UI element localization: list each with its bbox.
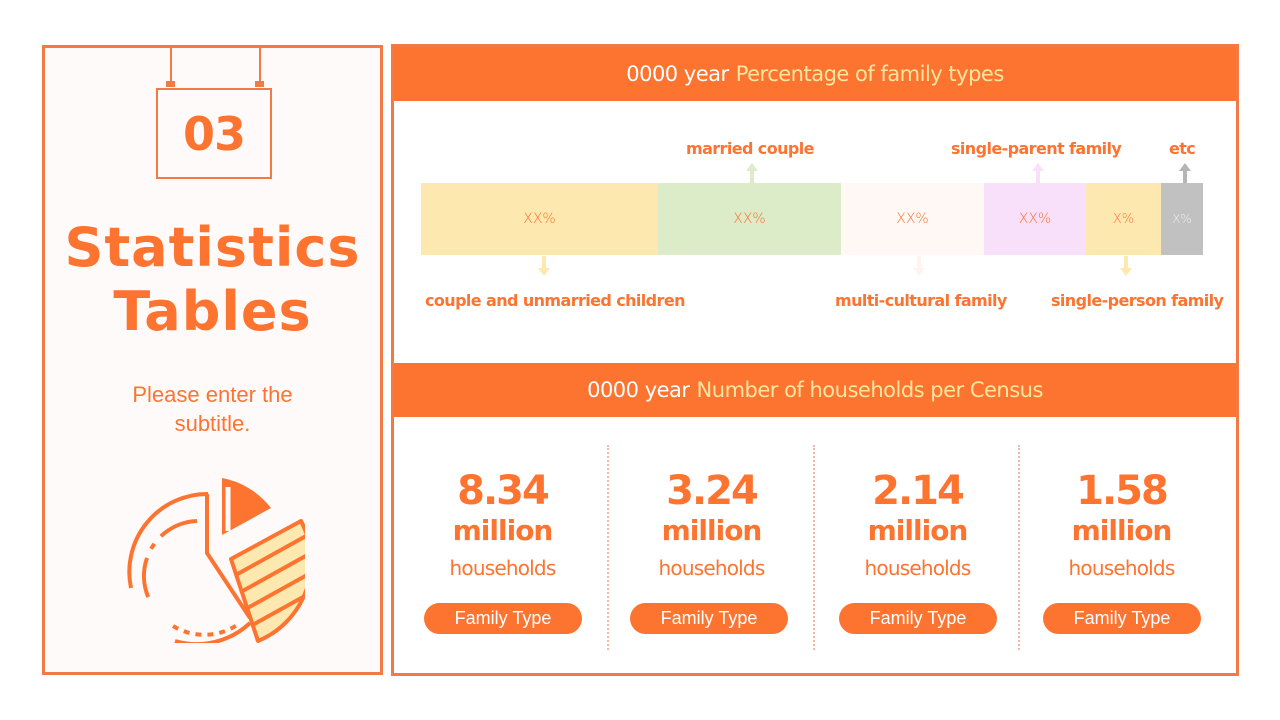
household-stat-2: 3.24 million households Family Type — [609, 467, 814, 667]
bar-segment-married-couple[interactable]: XX% — [658, 183, 841, 255]
stat-description: households — [1068, 556, 1176, 580]
stat-description: households — [864, 556, 972, 580]
arrow-up-icon — [1179, 163, 1191, 183]
stat-number: 1.58 — [1076, 468, 1169, 514]
arrow-down-icon — [538, 256, 550, 276]
family-type-button[interactable]: Family Type — [1043, 603, 1201, 634]
hanger-string-right — [259, 45, 261, 81]
label-multicultural: multi-cultural family — [835, 291, 1007, 310]
hanger-tab-left — [166, 81, 175, 87]
family-type-button[interactable]: Family Type — [424, 603, 582, 634]
stat-unit: million — [1071, 514, 1173, 547]
pie-chart-icon — [127, 478, 305, 643]
bar-segment-etc[interactable]: X% — [1161, 183, 1203, 255]
subtitle-line2: subtitle. — [174, 411, 251, 436]
family-type-stacked-bar: XX% XX% XX% XX% X% X% — [421, 183, 1203, 255]
arrow-up-icon — [1032, 163, 1044, 183]
stat-unit: million — [867, 514, 969, 547]
bar-segment-couple-children[interactable]: XX% — [421, 183, 658, 255]
page-title: Statistics Tables — [45, 216, 380, 344]
bar-segment-multicultural[interactable]: XX% — [841, 183, 984, 255]
family-type-button[interactable]: Family Type — [839, 603, 997, 634]
label-single-person: single-person family — [1051, 291, 1224, 310]
page-title-line1: Statistics — [64, 216, 361, 279]
arrow-down-icon — [1120, 256, 1132, 276]
column-divider — [1018, 445, 1020, 650]
household-stat-1: 8.34 million households Family Type — [400, 467, 605, 667]
subtitle-line1: Please enter the — [132, 382, 293, 407]
households-year: 0000 year — [587, 378, 690, 402]
label-couple-children: couple and unmarried children — [425, 291, 685, 310]
family-types-year: 0000 year — [626, 62, 729, 86]
household-stat-4: 1.58 million households Family Type — [1019, 467, 1224, 667]
stat-unit: million — [452, 514, 554, 547]
label-single-parent: single-parent family — [951, 139, 1122, 158]
bar-segment-single-parent[interactable]: XX% — [984, 183, 1086, 255]
family-types-header: 0000 year Percentage of family types — [394, 47, 1236, 101]
stat-number: 8.34 — [457, 468, 550, 514]
household-stat-3: 2.14 million households Family Type — [815, 467, 1020, 667]
stat-number: 2.14 — [872, 468, 965, 514]
label-etc: etc — [1169, 139, 1196, 158]
title-panel: 03 Statistics Tables Please enter the su… — [42, 45, 383, 675]
family-types-title: Percentage of family types — [735, 62, 1005, 86]
stat-number: 3.24 — [666, 468, 759, 514]
bar-segment-single-person[interactable]: X% — [1086, 183, 1161, 255]
family-type-button[interactable]: Family Type — [630, 603, 788, 634]
page-title-line2: Tables — [113, 280, 312, 343]
column-divider — [607, 445, 609, 650]
households-header: 0000 year Number of households per Censu… — [394, 363, 1236, 417]
arrow-up-icon — [746, 163, 758, 183]
column-divider — [813, 445, 815, 650]
households-title: Number of households per Census — [696, 378, 1044, 402]
statistics-panel: 0000 year Percentage of family types XX%… — [391, 44, 1239, 676]
stat-description: households — [658, 556, 766, 580]
label-married-couple: married couple — [686, 139, 814, 158]
hanger-tab-right — [255, 81, 264, 87]
arrow-down-icon — [913, 256, 925, 276]
hanger-string-left — [170, 45, 172, 81]
stat-description: households — [449, 556, 557, 580]
stat-unit: million — [661, 514, 763, 547]
section-number: 03 — [156, 88, 272, 179]
subtitle[interactable]: Please enter the subtitle. — [45, 380, 380, 438]
